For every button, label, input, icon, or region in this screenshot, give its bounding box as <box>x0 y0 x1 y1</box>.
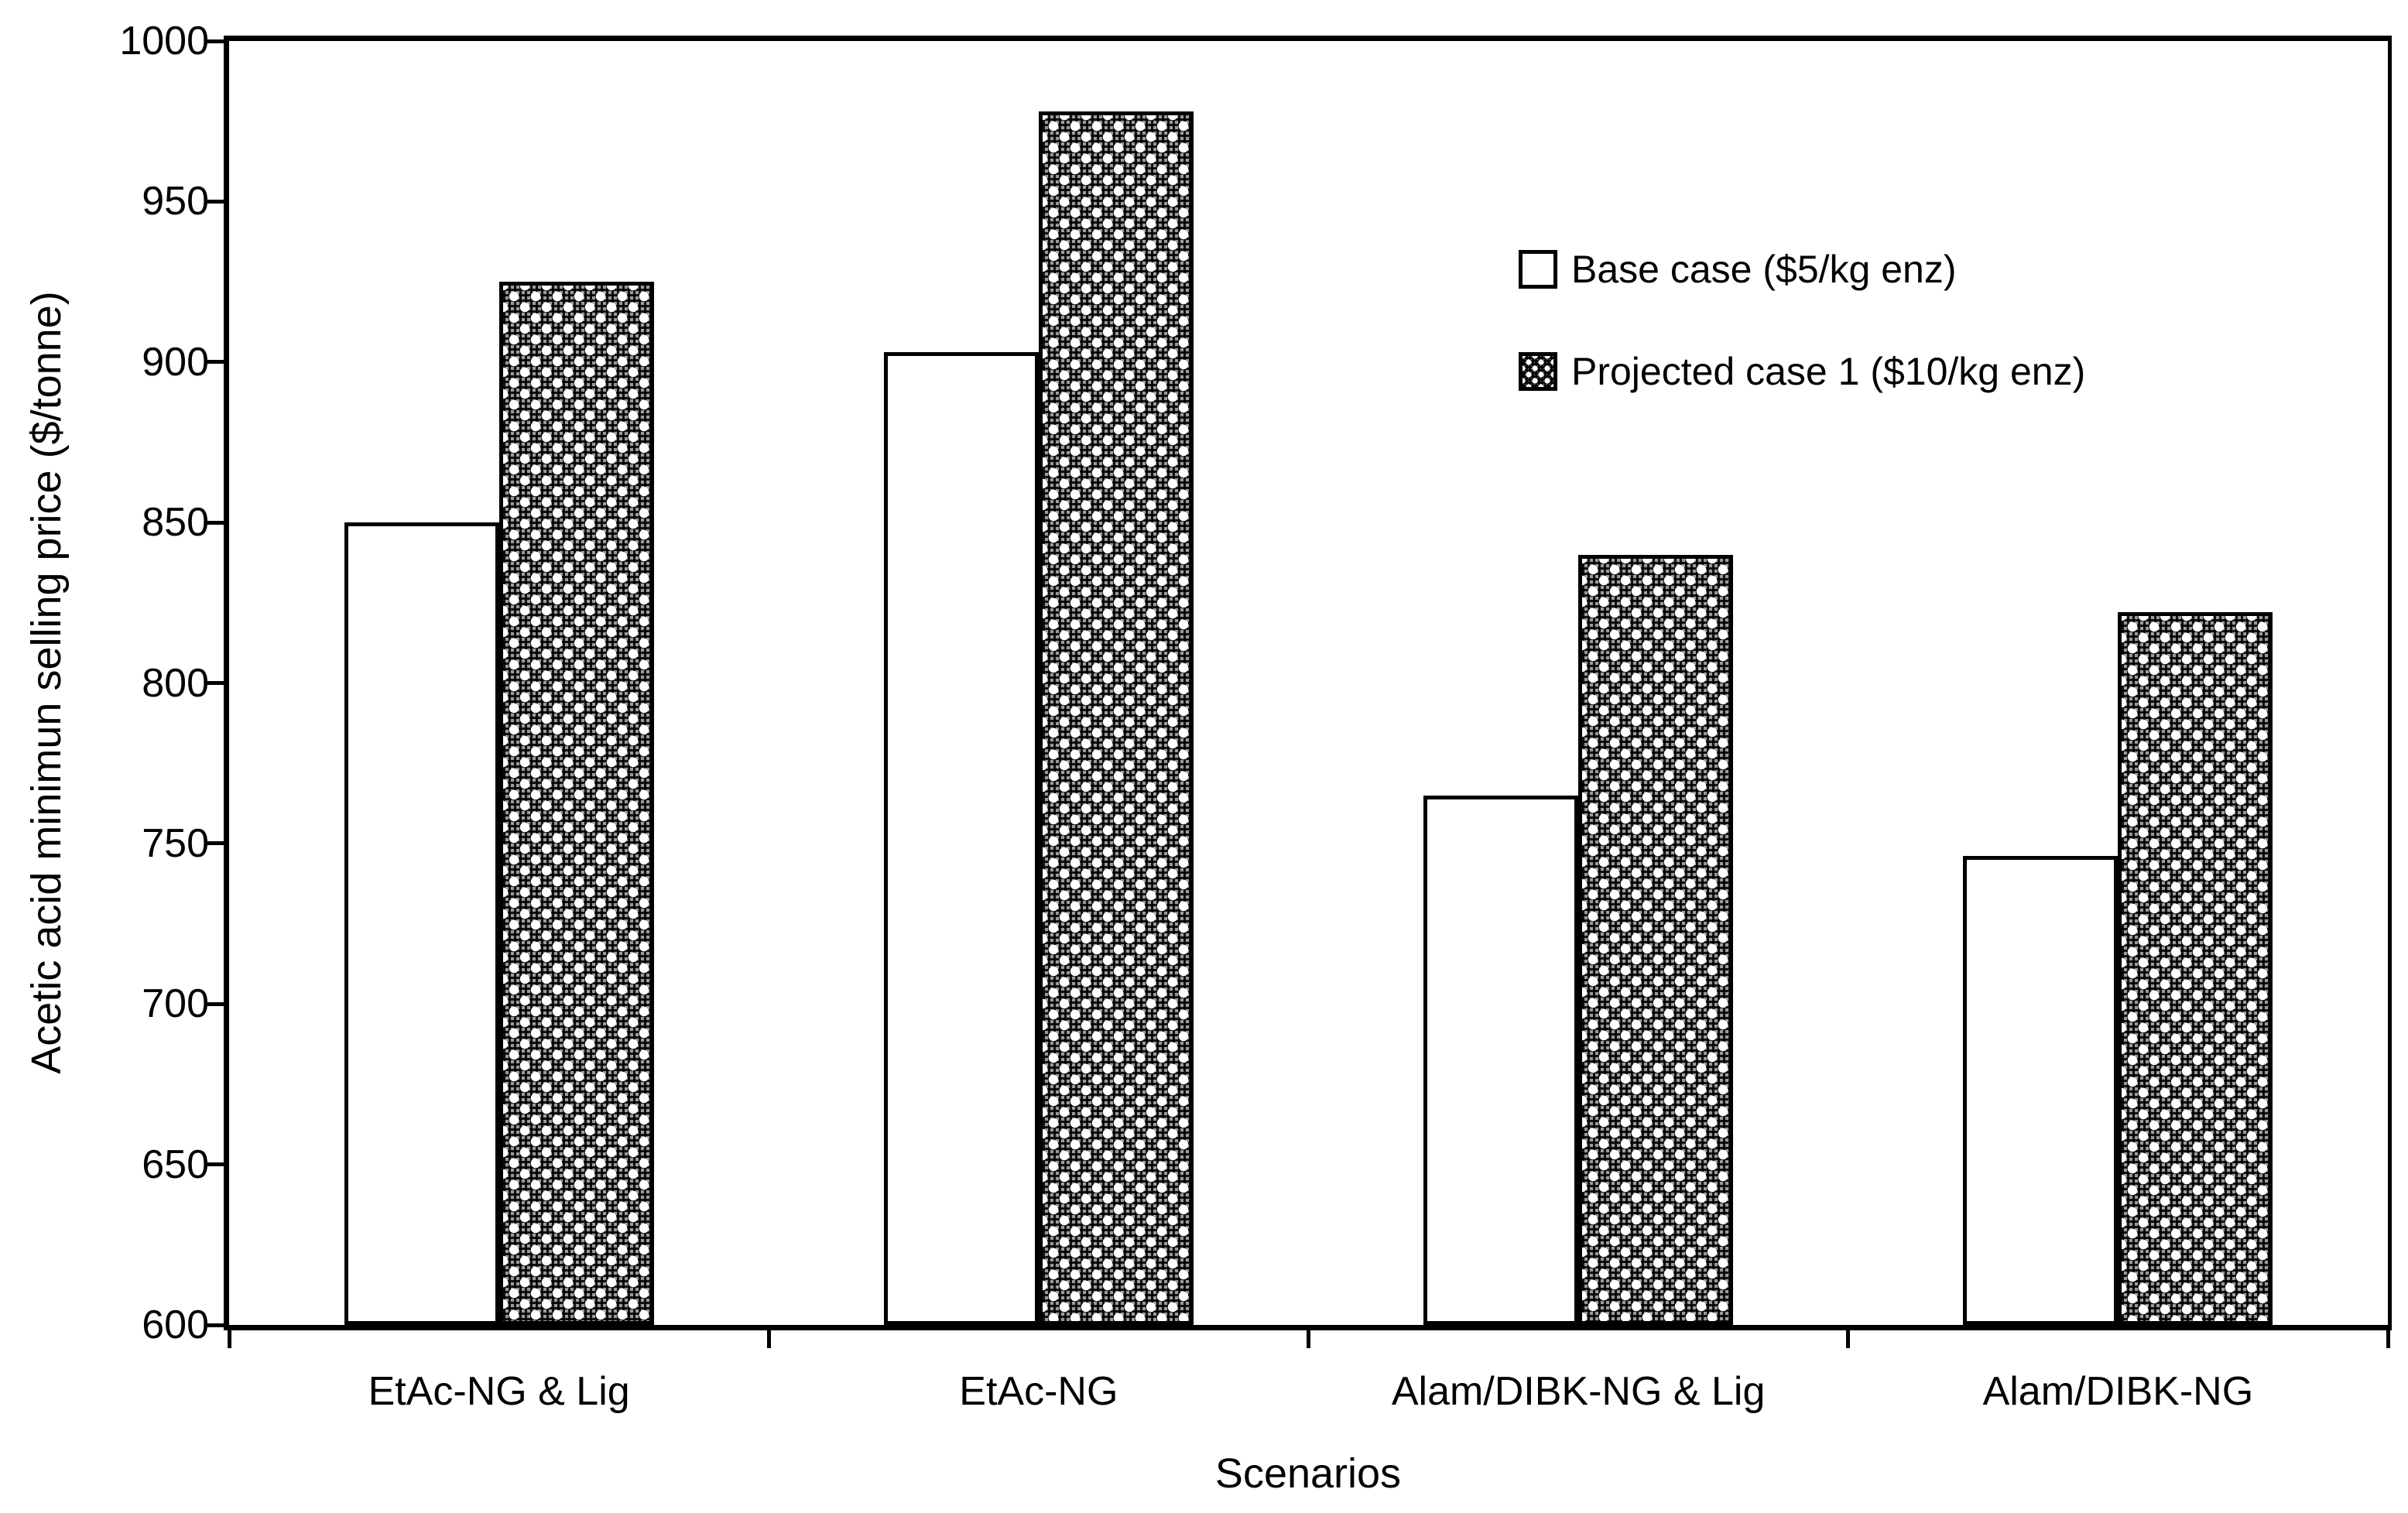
y-tick-mark <box>205 1323 224 1327</box>
legend-item-base-case: Base case ($5/kg enz) <box>1519 246 2085 293</box>
y-tick-label: 600 <box>142 1302 209 1347</box>
y-tick-label: 650 <box>142 1142 209 1187</box>
x-tick-mark <box>1846 1325 1851 1348</box>
x-tick-mark <box>1307 1325 1310 1348</box>
y-tick-mark <box>205 681 224 685</box>
x-tick-mark <box>2386 1325 2390 1348</box>
y-tick-label: 1000 <box>119 19 209 63</box>
y-tick-mark <box>205 39 224 43</box>
bar-base-case-3 <box>1423 795 1579 1325</box>
x-category-label: EtAc-NG <box>959 1369 1118 1414</box>
y-tick-label: 950 <box>142 179 209 224</box>
bar-base-case-1 <box>344 522 499 1325</box>
y-tick-label: 750 <box>142 820 209 866</box>
y-tick-label: 700 <box>142 981 209 1027</box>
y-tick-mark <box>205 1001 224 1006</box>
y-tick-mark <box>205 360 224 365</box>
legend-item-projected-case: Projected case 1 ($10/kg enz) <box>1519 348 2085 395</box>
legend-label-projected-case: Projected case 1 ($10/kg enz) <box>1571 350 2086 393</box>
bar-base-case-4 <box>1963 856 2119 1325</box>
legend-label-base-case: Base case ($5/kg enz) <box>1571 248 1957 291</box>
x-category-label: Alam/DIBK-NG & Lig <box>1391 1369 1766 1414</box>
y-tick-label: 850 <box>142 500 209 546</box>
y-tick-mark <box>205 199 224 204</box>
legend-swatch-projected-case <box>1519 352 1557 391</box>
x-category-label: EtAc-NG & Lig <box>368 1369 630 1414</box>
y-tick-mark <box>205 841 224 846</box>
x-tick-mark <box>766 1325 771 1348</box>
x-axis-title: Scenarios <box>1214 1450 1402 1497</box>
y-tick-mark <box>205 1162 224 1167</box>
legend-swatch-base-case <box>1519 250 1557 289</box>
plot-area <box>205 36 2392 1348</box>
bar-projected-case-3 <box>1578 554 1734 1325</box>
y-tick-mark <box>205 520 224 525</box>
x-category-label: Alam/DIBK-NG <box>1982 1369 2254 1414</box>
y-tick-label: 900 <box>142 339 209 385</box>
bar-projected-case-2 <box>1038 111 1194 1325</box>
y-tick-label: 800 <box>142 660 209 706</box>
x-tick-mark <box>227 1325 231 1348</box>
bar-projected-case-4 <box>2118 612 2273 1325</box>
bar-base-case-2 <box>883 352 1039 1325</box>
legend: Base case ($5/kg enz) Projected case 1 (… <box>1519 246 2085 450</box>
bar-projected-case-1 <box>498 282 654 1325</box>
